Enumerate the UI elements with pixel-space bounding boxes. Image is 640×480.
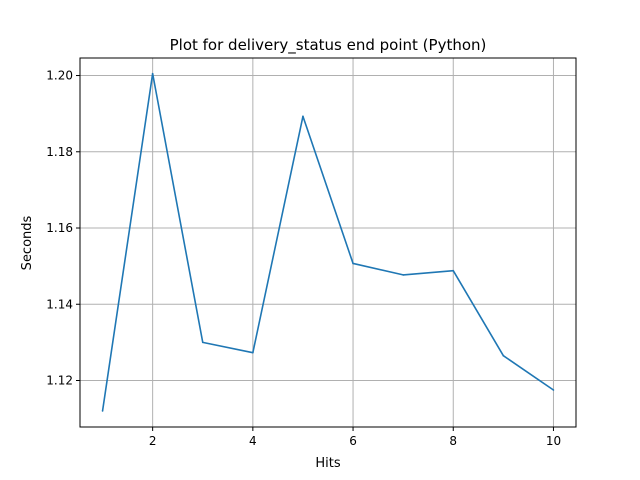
y-tick-label: 1.12 xyxy=(46,373,73,387)
grid-lines xyxy=(80,58,576,427)
series-line xyxy=(101,72,554,412)
x-tick-label: 2 xyxy=(149,434,157,448)
x-tick-label: 6 xyxy=(349,434,357,448)
x-axis-label: Hits xyxy=(315,456,340,471)
data-point xyxy=(101,410,104,412)
data-point xyxy=(502,354,505,357)
data-point xyxy=(302,115,304,118)
x-tick-label: 4 xyxy=(249,434,257,448)
data-point xyxy=(151,72,154,75)
data-point xyxy=(252,351,254,354)
data-point xyxy=(352,262,354,265)
y-axis: 1.12 1.14 1.16 1.18 1.20 xyxy=(46,69,80,387)
y-tick-label: 1.20 xyxy=(46,69,73,83)
y-tick-label: 1.18 xyxy=(46,145,73,159)
x-axis: 2 4 6 8 10 xyxy=(149,427,561,448)
data-point xyxy=(201,341,204,344)
data-point xyxy=(452,269,455,272)
y-tick-label: 1.14 xyxy=(46,297,73,311)
plot-area-frame xyxy=(79,57,577,428)
x-tick-label: 8 xyxy=(449,434,457,448)
data-point xyxy=(552,389,555,391)
y-axis-label: Seconds xyxy=(20,215,35,270)
data-point xyxy=(402,274,404,276)
series-layer xyxy=(101,72,555,412)
y-tick-label: 1.16 xyxy=(46,221,73,235)
chart-title: Plot for delivery_status end point (Pyth… xyxy=(170,36,487,55)
x-tick-label: 10 xyxy=(546,434,561,448)
